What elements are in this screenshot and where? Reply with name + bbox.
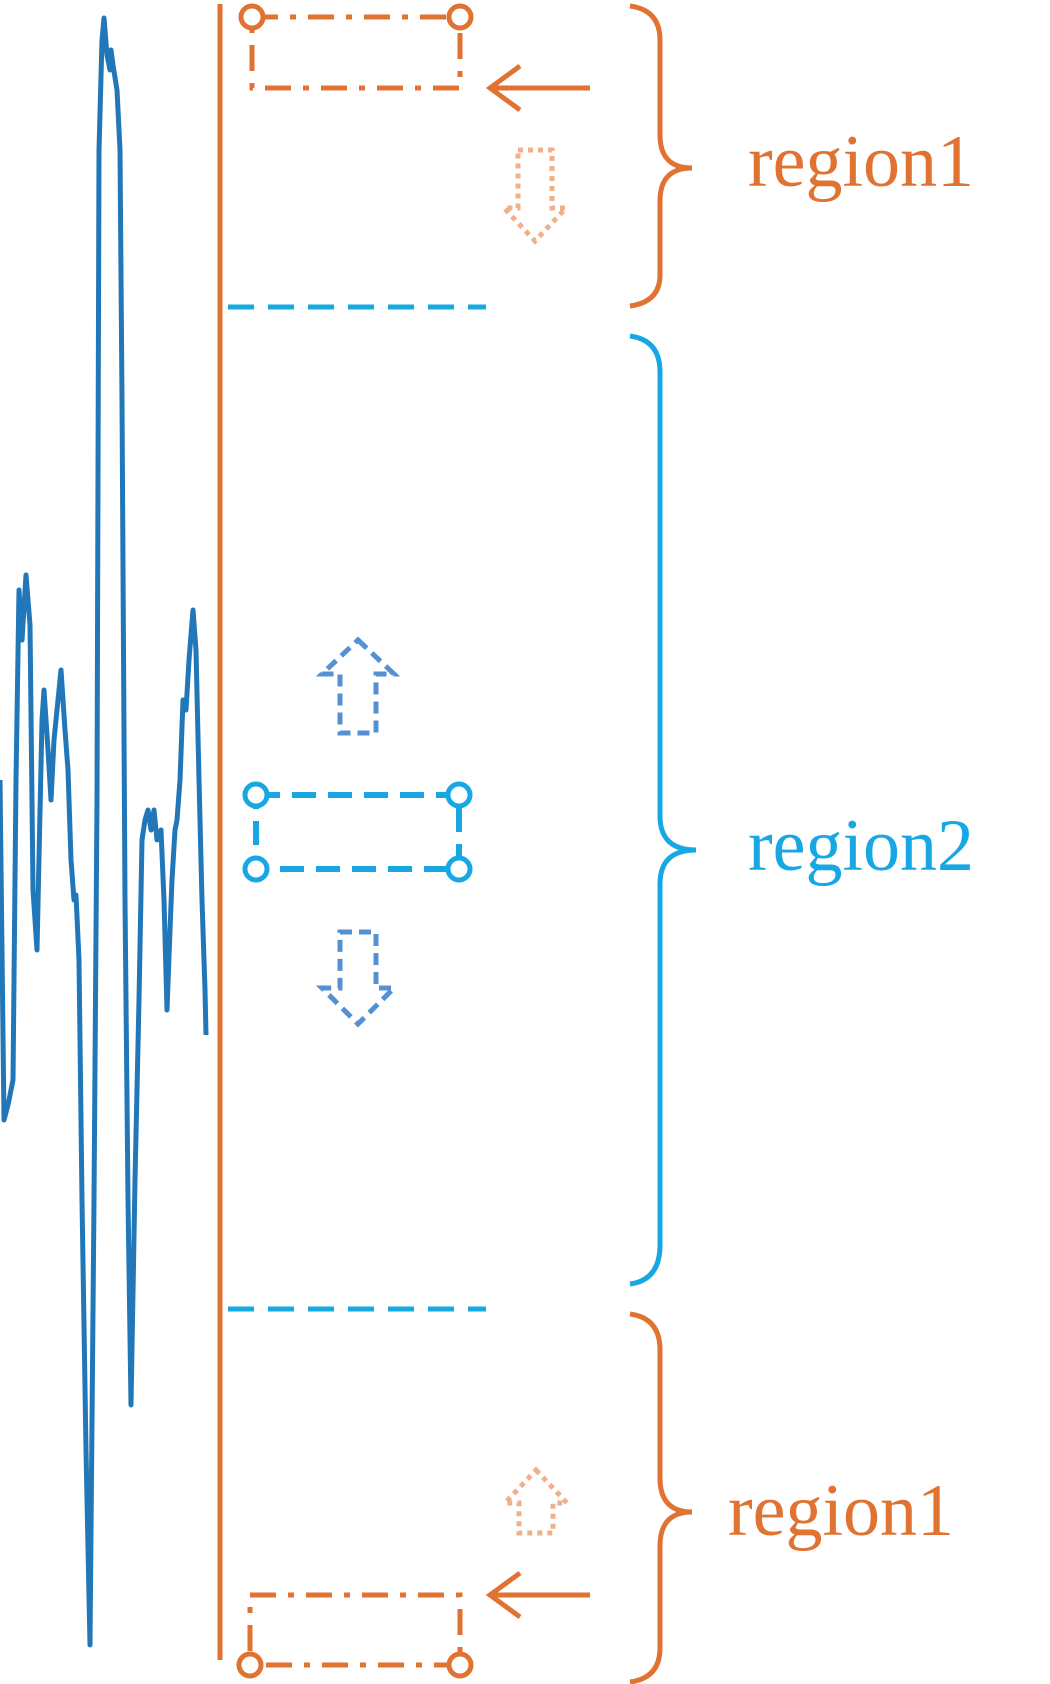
window-top-region1 <box>238 3 474 91</box>
left-arrow-bottom <box>485 1570 590 1620</box>
up-arrow-region2 <box>315 636 401 736</box>
window-region2 <box>242 781 473 883</box>
brace-top-region1 <box>629 3 693 309</box>
region-label-middle: region2 <box>748 805 974 887</box>
brace-region2 <box>629 333 697 1287</box>
window-bottom-region1 <box>236 1592 474 1679</box>
left-arrow-top <box>485 63 590 113</box>
region-label-bottom: region1 <box>728 1470 954 1552</box>
up-arrow-bottom-region1 <box>499 1466 573 1536</box>
down-arrow-region2 <box>315 929 401 1028</box>
region-label-top: region1 <box>748 121 974 203</box>
brace-bottom-region1 <box>629 1311 693 1684</box>
waveform-signal <box>0 15 209 1648</box>
down-arrow-top-region1 <box>498 147 572 245</box>
